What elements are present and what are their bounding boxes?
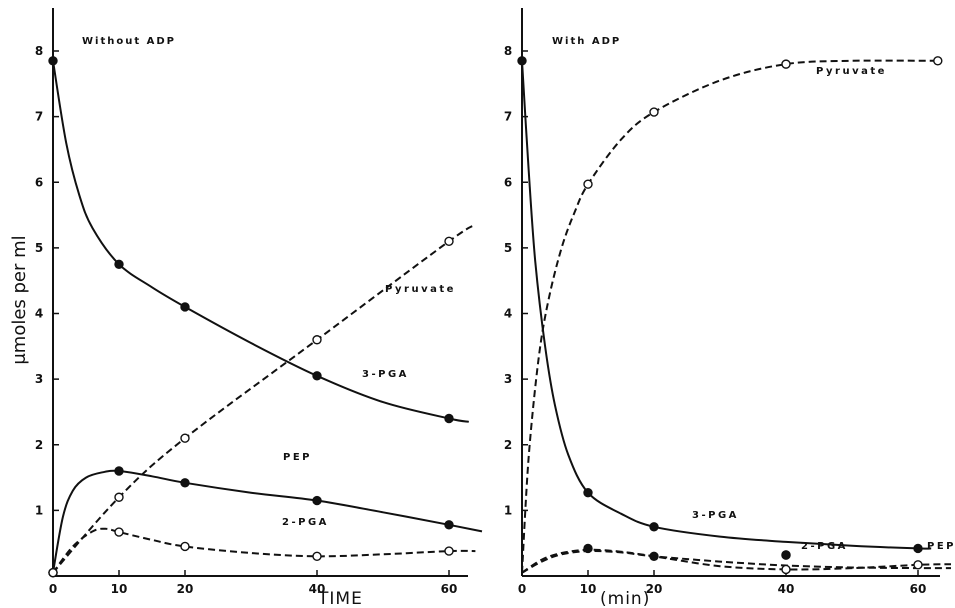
data-point-3-pga <box>312 371 322 381</box>
series-label-3-pga: 3-PGA <box>362 369 409 380</box>
x-tick-label: 60 <box>441 582 458 596</box>
x-tick-label: 40 <box>778 582 795 596</box>
data-point-3-pga <box>649 522 659 532</box>
y-tick-label: 7 <box>35 110 43 124</box>
series-line-2-pga <box>521 550 952 574</box>
x-tick-label: 20 <box>646 582 663 596</box>
data-point-2-pga <box>180 541 190 552</box>
data-point-pep <box>312 495 322 506</box>
data-point-pyruvate <box>649 107 659 117</box>
x-tick-label: 20 <box>177 582 194 596</box>
data-point-pyruvate <box>781 59 791 69</box>
y-tick-label: 2 <box>35 438 43 452</box>
x-tick-label: 10 <box>111 582 128 596</box>
series-line-3-pga <box>52 60 469 423</box>
x-axis-title-time: TIME <box>317 589 363 608</box>
series-line-pyruvate <box>521 59 938 573</box>
series-line-3-pga <box>521 60 932 550</box>
data-point-pep <box>114 466 124 476</box>
data-point-3-pga <box>913 543 923 554</box>
y-tick-label: 5 <box>35 241 43 255</box>
y-tick-label: 3 <box>35 372 43 386</box>
x-tick-label: 40 <box>309 582 326 596</box>
series-line-pep <box>521 548 952 574</box>
y-tick-label: 5 <box>504 241 512 255</box>
data-point-pep <box>913 560 923 570</box>
data-point-pyruvate <box>583 179 593 189</box>
series-label-pep: PEP <box>283 452 312 463</box>
panel-with-adp: 1 2 3 4 5 6 7 8 0 10 20 40 60 With ADP Pyruvate 3-PGA 2-… <box>504 8 955 596</box>
data-point-pyruvate <box>180 433 190 443</box>
data-point-pyruvate <box>933 56 943 66</box>
data-point-pep <box>180 478 190 488</box>
x-tick-label: 0 <box>518 582 526 596</box>
data-point-2-pga <box>312 551 322 562</box>
data-point-2-pga <box>114 527 124 537</box>
panel-without-adp: 1 2 3 4 5 6 7 8 0 10 20 40 60 Without ADP 3-PGA Pyruvat… <box>35 8 483 596</box>
y-tick-label: 7 <box>504 110 512 124</box>
data-point-pep <box>444 520 454 530</box>
y-tick-label: 4 <box>504 307 512 321</box>
series-label-2-pga: 2-PGA <box>282 517 329 528</box>
data-point-pyruvate <box>114 492 124 502</box>
x-tick-label: 0 <box>49 582 57 596</box>
panel-title: Without ADP <box>82 36 176 47</box>
y-tick-label: 8 <box>35 44 43 58</box>
series-label-2-pga: 2-PGA <box>801 541 848 552</box>
data-point-2-pga <box>583 543 593 554</box>
y-tick-label: 1 <box>504 503 512 517</box>
y-tick-label: 4 <box>35 307 43 321</box>
data-point-3-pga <box>180 302 190 312</box>
y-tick-label: 8 <box>504 44 512 58</box>
series-label-pep: PEP <box>927 541 955 552</box>
series-label-3-pga: 3-PGA <box>692 510 739 521</box>
y-tick-label: 1 <box>35 503 43 517</box>
data-point-pyruvate <box>444 236 454 247</box>
data-point-2-pga <box>444 546 454 556</box>
x-tick-label: 10 <box>580 582 597 596</box>
y-tick-label: 6 <box>35 175 43 189</box>
panel-title: With ADP <box>552 36 621 47</box>
data-point-2-pga <box>781 550 791 560</box>
y-axis-title: μmoles per ml <box>9 235 30 364</box>
y-tick-label: 2 <box>504 438 512 452</box>
data-point-2-pga <box>48 568 58 578</box>
y-tick-label: 6 <box>504 175 512 189</box>
data-point-3-pga <box>444 413 454 424</box>
data-point-3-pga <box>114 259 124 269</box>
data-point-3-pga <box>517 56 527 66</box>
x-axis-title-unit: (min) <box>600 589 650 608</box>
data-point-3-pga <box>583 487 593 498</box>
series-line-pyruvate <box>52 224 476 574</box>
data-point-pyruvate <box>312 335 322 345</box>
series-label-pyruvate: Pyruvate <box>816 66 887 77</box>
x-tick-label: 60 <box>910 582 927 596</box>
data-point-pep <box>781 564 791 575</box>
data-point-3-pga <box>48 56 58 66</box>
series-label-pyruvate: Pyruvate <box>385 284 456 295</box>
y-tick-label: 3 <box>504 372 512 386</box>
series-line-2-pga <box>52 527 476 574</box>
series-line-pep <box>52 469 483 573</box>
